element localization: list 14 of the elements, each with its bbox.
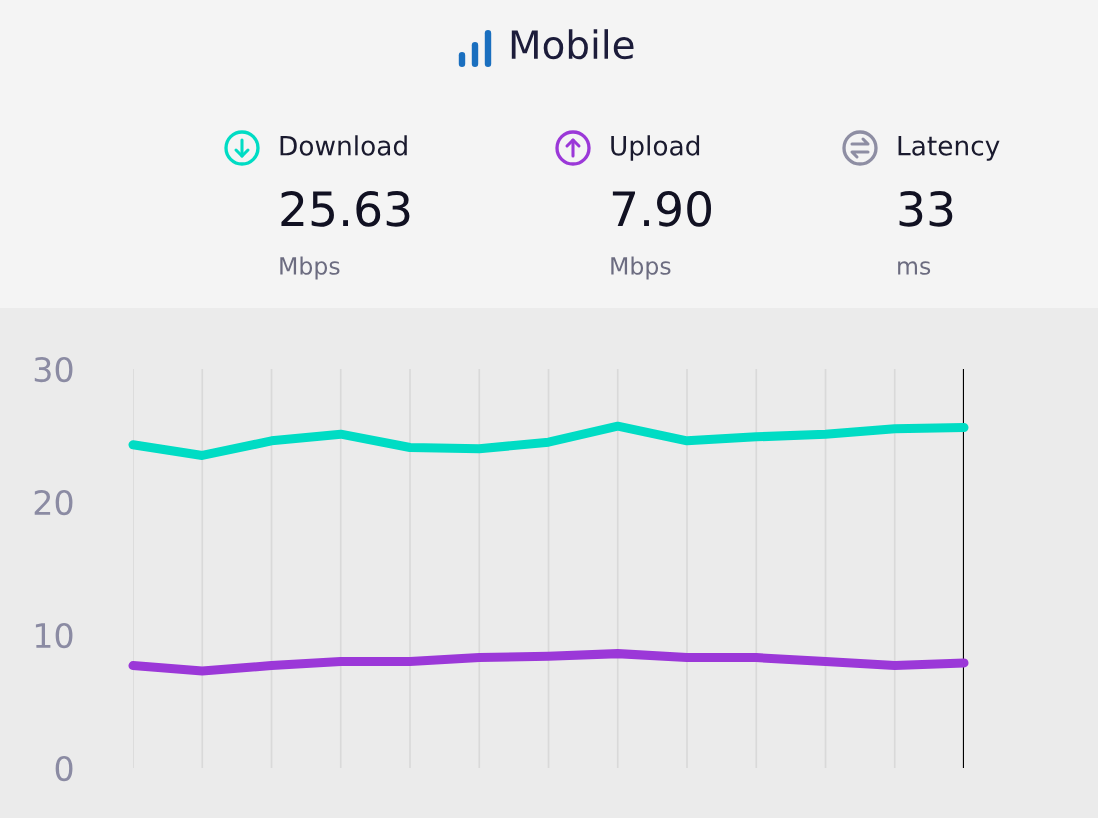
y-tick-label: 10: [35, 622, 73, 649]
text: ms: [898, 261, 931, 275]
y-tick-label: 20: [34, 489, 73, 516]
legend-label: Download: [280, 135, 407, 156]
text: Mbps: [611, 256, 671, 280]
y-tick-label: 0: [55, 755, 73, 782]
legend-label: Upload: [611, 135, 700, 161]
text: Latency: [898, 136, 1000, 161]
text: 25.63: [281, 190, 410, 227]
text: 7.90: [612, 190, 712, 227]
text: 33: [899, 190, 953, 227]
chart-title: Mobile: [511, 29, 634, 60]
text: Mbps: [280, 256, 340, 280]
y-tick-label: 30: [34, 356, 73, 383]
